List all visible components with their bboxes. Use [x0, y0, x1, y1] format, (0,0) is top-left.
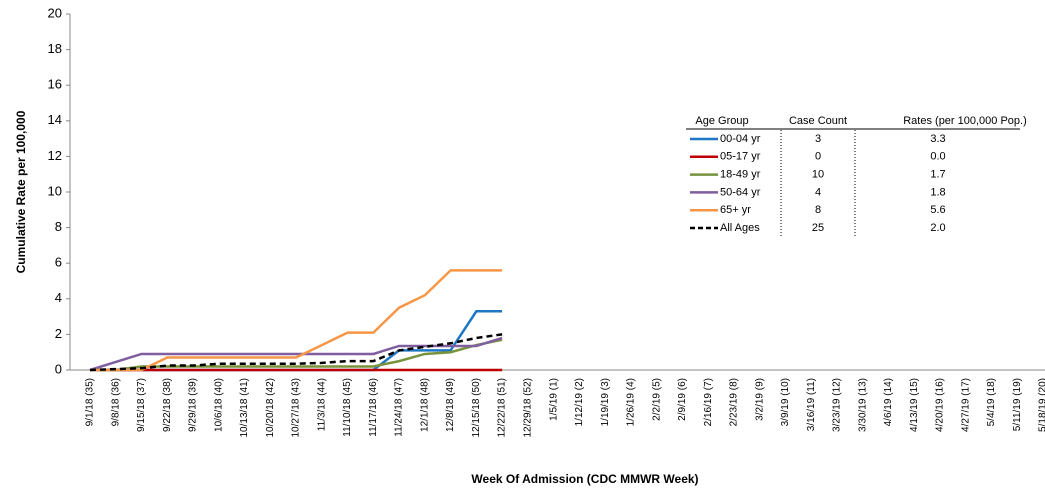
x-tick-label: 2/9/19 (6) [677, 378, 688, 421]
x-tick-label: 9/1/18 (35) [85, 378, 96, 426]
y-tick-label: 8 [55, 219, 62, 234]
x-tick-label: 5/4/19 (18) [986, 378, 997, 426]
legend-header: Age Group [695, 115, 748, 127]
x-axis-title: Week Of Admission (CDC MMWR Week) [471, 472, 698, 486]
x-tick-label: 12/29/18 (52) [523, 378, 534, 438]
legend-label: 18-49 yr [720, 169, 761, 181]
legend-label: 50-64 yr [720, 186, 761, 198]
x-tick-label: 11/24/18 (47) [394, 378, 405, 437]
x-tick-label: 11/3/18 (44) [316, 378, 327, 431]
legend-rate: 5.6 [930, 204, 945, 216]
y-tick-label: 4 [55, 290, 62, 305]
legend-count: 3 [815, 133, 821, 145]
x-tick-label: 12/1/18 (48) [419, 378, 430, 432]
legend-count: 25 [812, 222, 824, 234]
x-tick-label: 12/22/18 (51) [497, 378, 508, 438]
x-tick-label: 10/27/18 (43) [291, 378, 302, 438]
y-tick-label: 6 [55, 255, 62, 270]
series-line [90, 338, 503, 372]
y-tick-label: 14 [48, 112, 62, 127]
legend-rate: 1.8 [930, 186, 945, 198]
x-tick-label: 1/12/19 (2) [574, 378, 585, 426]
x-tick-label: 1/5/19 (1) [548, 378, 559, 421]
x-tick-label: 10/6/18 (40) [213, 378, 224, 432]
x-tick-label: 9/8/18 (36) [110, 378, 121, 426]
x-tick-label: 12/8/18 (49) [445, 378, 456, 432]
x-tick-label: 4/6/19 (14) [883, 378, 894, 426]
legend-rate: 0.0 [930, 151, 945, 163]
legend-count: 8 [815, 204, 821, 216]
y-tick-label: 10 [48, 183, 62, 198]
x-tick-label: 10/20/18 (42) [265, 378, 276, 438]
legend-rate: 2.0 [930, 222, 945, 234]
legend-count: 4 [815, 186, 821, 198]
series-line [90, 310, 503, 372]
x-tick-label: 3/23/19 (12) [832, 378, 843, 432]
x-tick-label: 3/9/19 (10) [780, 378, 791, 426]
x-tick-label: 2/23/19 (8) [729, 378, 740, 426]
x-tick-label: 2/16/19 (7) [703, 378, 714, 426]
y-tick-label: 2 [55, 326, 62, 341]
x-tick-label: 9/29/18 (39) [188, 378, 199, 432]
x-tick-label: 3/2/19 (9) [754, 378, 765, 421]
legend-label: 65+ yr [720, 204, 751, 216]
x-tick-label: 4/13/19 (15) [909, 378, 920, 432]
legend-label: 00-04 yr [720, 133, 761, 145]
legend-rate: 3.3 [930, 133, 945, 145]
legend-count: 10 [812, 169, 824, 181]
y-tick-label: 20 [48, 5, 62, 20]
x-tick-label: 1/19/19 (3) [600, 378, 611, 426]
x-tick-label: 4/27/19 (17) [960, 378, 971, 432]
x-tick-label: 10/13/18 (41) [239, 378, 250, 438]
x-tick-label: 12/15/18 (50) [471, 378, 482, 438]
legend-rate: 1.7 [930, 169, 945, 181]
x-tick-label: 9/15/18 (37) [136, 378, 147, 432]
legend-count: 0 [815, 151, 821, 163]
x-tick-label: 1/26/19 (4) [626, 378, 637, 426]
y-tick-label: 16 [48, 77, 62, 92]
x-tick-label: 9/22/18 (38) [162, 378, 173, 432]
legend-label: 05-17 yr [720, 151, 761, 163]
legend-header: Case Count [789, 115, 847, 127]
series-line [90, 269, 503, 372]
legend-label: All Ages [720, 222, 760, 234]
x-tick-label: 3/16/19 (11) [806, 378, 817, 431]
y-axis-title: Cumulative Rate per 100,000 [14, 110, 28, 273]
y-tick-label: 0 [55, 361, 62, 376]
y-tick-label: 12 [48, 148, 62, 163]
x-tick-label: 2/2/19 (5) [651, 378, 662, 421]
y-tick-label: 18 [48, 41, 62, 56]
series-line [89, 336, 503, 372]
legend-header: Rates (per 100,000 Pop.) [903, 115, 1027, 127]
x-tick-label: 5/18/19 (20) [1038, 378, 1045, 432]
x-tick-label: 3/30/19 (13) [857, 378, 868, 432]
x-tick-label: 11/10/18 (45) [342, 378, 353, 437]
x-tick-label: 5/11/19 (19) [1012, 378, 1023, 431]
x-tick-label: 4/20/19 (16) [935, 378, 946, 432]
x-tick-label: 11/17/18 (46) [368, 378, 379, 437]
